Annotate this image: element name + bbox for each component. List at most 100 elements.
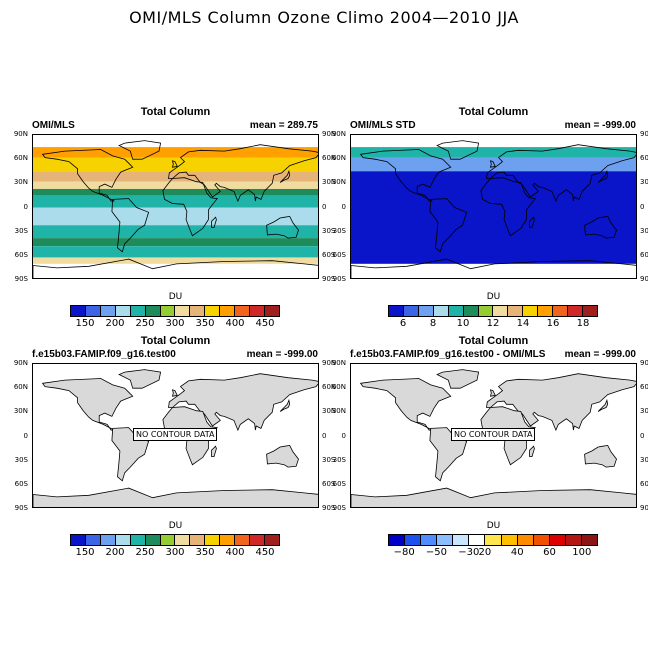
continent-eurasia [168, 144, 318, 203]
continent-samerica [111, 198, 150, 253]
continent-namerica [359, 378, 452, 431]
zonal-band [351, 147, 636, 158]
colorbar-tick-label: 300 [165, 318, 185, 329]
colorbar-tick-label: 10 [456, 318, 470, 329]
continent-uk [171, 389, 178, 397]
colorbar-tick-label: 250 [135, 318, 155, 329]
colorbar-swatch [448, 306, 464, 316]
colorbar-swatch [437, 535, 454, 545]
lat-tick-label-right: 30N [640, 407, 648, 416]
zonal-band [33, 238, 318, 247]
colorbar-swatch [501, 535, 518, 545]
zonal-band [33, 195, 318, 208]
zonal-band [351, 157, 636, 172]
colorbar-tick-label: 350 [195, 318, 215, 329]
zonal-band [33, 257, 318, 264]
continent-madagascar [211, 445, 217, 457]
panel-omi-mls-std: Total Column OMI/MLS STD mean = -999.00 90N… [318, 106, 648, 329]
colorbar-swatch [220, 306, 236, 316]
continent-namerica [41, 378, 134, 431]
lat-tick-label: 30N [331, 407, 346, 416]
colorbar-swatch [145, 535, 161, 545]
continent-greenland [436, 140, 480, 160]
lat-tick-label-right: 0 [640, 202, 645, 211]
zonal-band [33, 263, 318, 278]
colorbar-tick-label: 20 [478, 547, 492, 558]
colorbar-swatch [433, 306, 449, 316]
colorbar [388, 305, 598, 317]
colorbar-swatch [235, 306, 251, 316]
panel-model: Total Column f.e15b03.FAMIP.f09_g16.test0… [0, 335, 336, 558]
colorbar-tick-label: 300 [165, 547, 185, 558]
lat-tick-label-right: 90S [322, 275, 336, 283]
lat-tick-label-right: 30S [640, 226, 648, 235]
panel-title: Total Column [140, 106, 211, 118]
panel-model-minus-obs: Total Column f.e15b03.FAMIP.f09_g16.test0… [318, 335, 648, 558]
continent-madagascar [529, 216, 535, 228]
map-plot-area [32, 134, 319, 279]
colorbar-swatch [553, 306, 569, 316]
continent-greenland [118, 369, 162, 389]
colorbar-tick-label: 250 [135, 547, 155, 558]
continent-namerica [41, 149, 134, 202]
lat-tick-label-right: 30N [322, 178, 337, 187]
panel-mean-label: mean = -999.00 [564, 120, 636, 131]
continent-antarctica [33, 258, 318, 278]
lat-tick-label-right: 30N [322, 407, 337, 416]
continent-japan [597, 398, 609, 412]
lat-tick-label: 0 [341, 431, 346, 440]
lat-tick-label-right: 60S [640, 250, 648, 259]
colorbar-swatch [565, 535, 582, 545]
colorbar-tick-label: 150 [75, 318, 95, 329]
lat-tick-label: 0 [23, 431, 28, 440]
colorbar-tick-label: 14 [516, 318, 530, 329]
lat-tick-label-right: 90N [322, 130, 337, 138]
lat-tick-label-right: 0 [322, 202, 327, 211]
figure-title: OMI/MLS Column Ozone Climo 2004—2010 JJA [129, 8, 519, 27]
colorbar-swatch [538, 306, 554, 316]
continent-australia [584, 444, 617, 468]
continent-japan [279, 169, 291, 183]
colorbar-tick-label: 18 [576, 318, 590, 329]
colorbar-swatch [190, 306, 206, 316]
colorbar-swatch [493, 306, 509, 316]
lat-tick-label-right: 60N [640, 154, 648, 163]
continent-eurasia [486, 144, 636, 203]
map-plot-area: NO CONTOUR DATA [32, 363, 319, 508]
continent-uk [171, 160, 178, 168]
colorbar-swatch [250, 535, 265, 545]
zonal-band [33, 171, 318, 182]
colorbar-swatch [469, 535, 486, 545]
colorbar-swatch [85, 535, 101, 545]
colorbar [70, 305, 280, 317]
panel-title: Total Column [458, 106, 529, 118]
colorbar-swatch [115, 306, 131, 316]
continent-madagascar [211, 216, 217, 228]
lat-tick-label: 90S [332, 275, 346, 283]
lat-tick-label-right: 0 [640, 431, 645, 440]
lat-tick-label: 60N [331, 154, 346, 163]
colorbar-swatch [175, 535, 191, 545]
lat-tick-label: 90S [14, 275, 28, 283]
colorbar-swatch [389, 535, 406, 545]
zonal-band [33, 188, 318, 196]
lat-tick-label: 60S [332, 250, 346, 259]
colorbar-swatch [508, 306, 524, 316]
lat-tick-label: 60S [14, 479, 28, 488]
colorbar-swatch [175, 306, 191, 316]
colorbar-swatch [205, 535, 221, 545]
colorbar-tick-label: 40 [510, 547, 524, 558]
colorbar-tick-label: −80 [393, 547, 415, 558]
colorbar-swatch [235, 535, 251, 545]
colorbar-tick-label: 6 [399, 318, 407, 329]
colorbar-swatch [581, 535, 598, 545]
colorbar-tick-label: 150 [75, 547, 95, 558]
lat-tick-label-right: 30S [322, 226, 336, 235]
map-plot-area: NO CONTOUR DATA [350, 363, 637, 508]
colorbar-tick-label: −50 [425, 547, 448, 558]
colorbar-tick-label: 12 [486, 318, 500, 329]
lat-tick-label-right: 90S [640, 504, 648, 512]
zonal-band [33, 147, 318, 158]
continent-antarctica [33, 487, 318, 507]
lat-tick-label-right: 90N [640, 130, 648, 138]
